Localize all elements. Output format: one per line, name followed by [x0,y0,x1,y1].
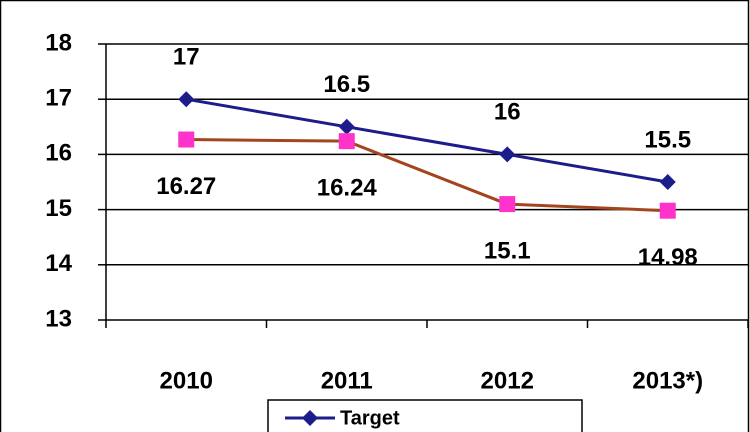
series-line [185,97,669,184]
y-tick-label: 14 [45,250,72,277]
legend-box [267,399,583,432]
series-line [186,137,668,213]
y-tick-label: 18 [45,29,72,56]
y-tick-label: 13 [45,305,72,332]
y-tick-label: 15 [45,195,72,222]
legend-label: Target [340,407,400,429]
marker [178,131,195,148]
data-label: 14.98 [638,244,698,271]
marker [302,410,318,426]
data-label: 16.5 [323,71,370,98]
data-label: 15.1 [484,237,531,264]
data-label: 17 [173,44,200,71]
y-tick-label: 16 [45,140,72,167]
marker [338,118,355,135]
x-tick-label: 2012 [481,367,534,394]
legend: Target [267,399,583,432]
marker [178,91,195,108]
marker [338,133,355,150]
x-tick-label: 2010 [160,367,213,394]
marker [659,174,676,190]
data-label: 15.5 [644,126,691,153]
marker [659,202,676,219]
marker [499,196,516,213]
data-label: 16.24 [317,174,378,201]
data-label: 16.27 [156,173,216,200]
x-tick-label: 2013*) [632,367,703,394]
marker [499,146,516,163]
y-tick-label: 17 [45,85,72,112]
x-tick-label: 2011 [321,367,373,394]
data-label: 16 [494,99,521,126]
